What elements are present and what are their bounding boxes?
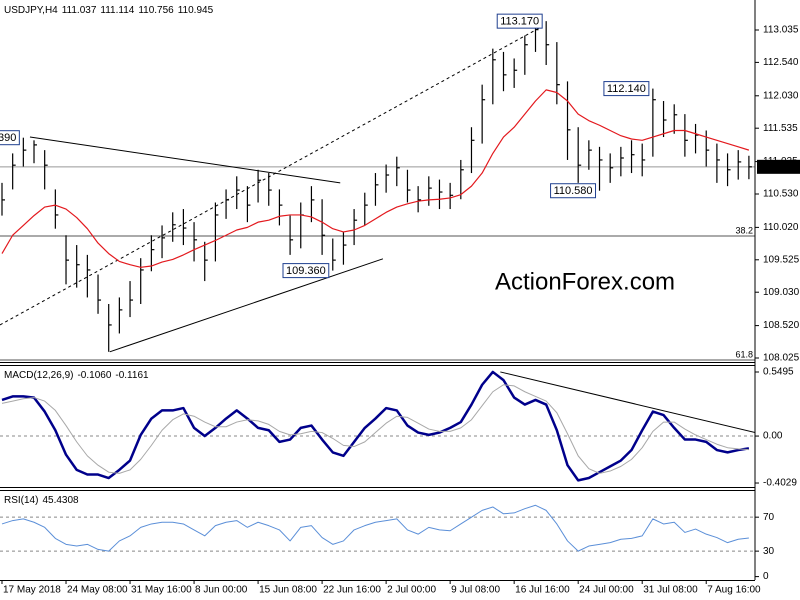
x-tick-label: 16 Jul 16:00 bbox=[515, 585, 570, 596]
watermark: ActionForex.com bbox=[495, 268, 675, 295]
price-annotation-box bbox=[496, 13, 543, 29]
trend-line bbox=[29, 136, 341, 184]
indicator-line bbox=[1, 370, 750, 482]
panel-header: MACD(12,26,9) -0.1060 -0.1161 bbox=[4, 370, 149, 381]
header-value: -0.1161 bbox=[115, 370, 149, 381]
x-tick-label: 31 May 16:00 bbox=[131, 585, 192, 596]
price-annotation-box bbox=[0, 130, 20, 146]
x-tick-label: 31 Jul 08:00 bbox=[643, 585, 698, 596]
panel bbox=[0, 370, 755, 482]
header-value: 45.4308 bbox=[42, 495, 79, 506]
x-tick-label: 22 Jun 16:00 bbox=[323, 585, 381, 596]
last-price-label: 110.945 bbox=[761, 162, 797, 173]
price-axis: 0.5495 0.00 -0.4029 bbox=[755, 367, 797, 489]
y-tick-label: 108.025 bbox=[763, 353, 800, 364]
header-value: MACD(12,26,9) bbox=[4, 370, 73, 381]
y-tick-label: 109.525 bbox=[763, 254, 800, 265]
header-value: 111.114 bbox=[100, 5, 134, 16]
x-tick-label: 8 Jun 00:00 bbox=[195, 585, 248, 596]
x-tick-label: 24 Jul 00:00 bbox=[579, 585, 634, 596]
price-annotation-box bbox=[282, 263, 330, 279]
last-price-tag bbox=[757, 159, 800, 174]
header-value: 110.756 bbox=[138, 5, 174, 16]
y-tick-label: 0.5495 bbox=[763, 367, 794, 378]
price-annotation: 113.170 bbox=[500, 16, 539, 28]
header-value: USDJPY,H4 bbox=[4, 5, 58, 16]
y-tick-label: 0.00 bbox=[763, 431, 783, 442]
price-axis: 70 30 0 bbox=[755, 512, 775, 582]
fib-label: 38.2 bbox=[735, 225, 753, 235]
panel: 38.2 61.8 ActionForex.com 113.170 112.140 110… bbox=[0, 13, 755, 361]
x-tick-label: 2 Jul 00:00 bbox=[387, 585, 436, 596]
price-annotation-box bbox=[550, 183, 597, 199]
moving-average bbox=[1, 89, 750, 268]
price-annotation-box bbox=[603, 81, 650, 97]
panel-header: RSI(14) 45.4308 bbox=[4, 495, 79, 506]
price-annotation: 109.360 bbox=[286, 265, 326, 277]
header-value: -0.1060 bbox=[77, 370, 111, 381]
y-tick-label: 110.020 bbox=[763, 222, 799, 233]
price-annotation: 110.580 bbox=[554, 185, 593, 197]
y-tick-label: 112.030 bbox=[763, 90, 799, 101]
x-tick-label: 24 May 08:00 bbox=[67, 585, 128, 596]
y-tick-label: 0 bbox=[763, 571, 769, 582]
x-tick-label: 7 Aug 16:00 bbox=[707, 585, 761, 596]
price-annotation: 112.140 bbox=[607, 83, 646, 95]
x-tick-label: 15 Jun 08:00 bbox=[259, 585, 317, 596]
x-tick-label: 9 Jul 08:00 bbox=[451, 585, 500, 596]
x-tick-label: 17 May 2018 bbox=[3, 585, 61, 596]
header-value: RSI(14) bbox=[4, 495, 38, 506]
y-tick-label: -0.4029 bbox=[763, 478, 797, 489]
panel-header: USDJPY,H4 111.037 111.114 110.756 110.945 bbox=[4, 5, 214, 16]
indicator-line bbox=[1, 504, 749, 552]
y-tick-label: 113.035 bbox=[763, 25, 799, 36]
price-annotation: 111.390 bbox=[0, 132, 16, 144]
y-tick-label: 70 bbox=[763, 512, 775, 523]
fib-label: 61.8 bbox=[735, 349, 753, 359]
y-tick-label: 112.540 bbox=[763, 57, 799, 68]
trend-line bbox=[109, 258, 384, 353]
indicator-line bbox=[1, 384, 749, 474]
y-tick-label: 109.030 bbox=[763, 287, 800, 298]
header-value: 111.037 bbox=[62, 5, 97, 16]
header-value: 110.945 bbox=[178, 5, 214, 16]
trend-line bbox=[500, 371, 755, 433]
y-tick-label: 111.535 bbox=[763, 123, 798, 134]
layers: 38.2 61.8 ActionForex.com 113.170 112.140 110… bbox=[0, 5, 800, 596]
trend-line bbox=[0, 27, 541, 326]
y-tick-label: 30 bbox=[763, 546, 775, 557]
y-tick-label: 108.520 bbox=[763, 320, 800, 331]
y-tick-label: 110.530 bbox=[763, 189, 799, 200]
panel bbox=[0, 504, 755, 552]
